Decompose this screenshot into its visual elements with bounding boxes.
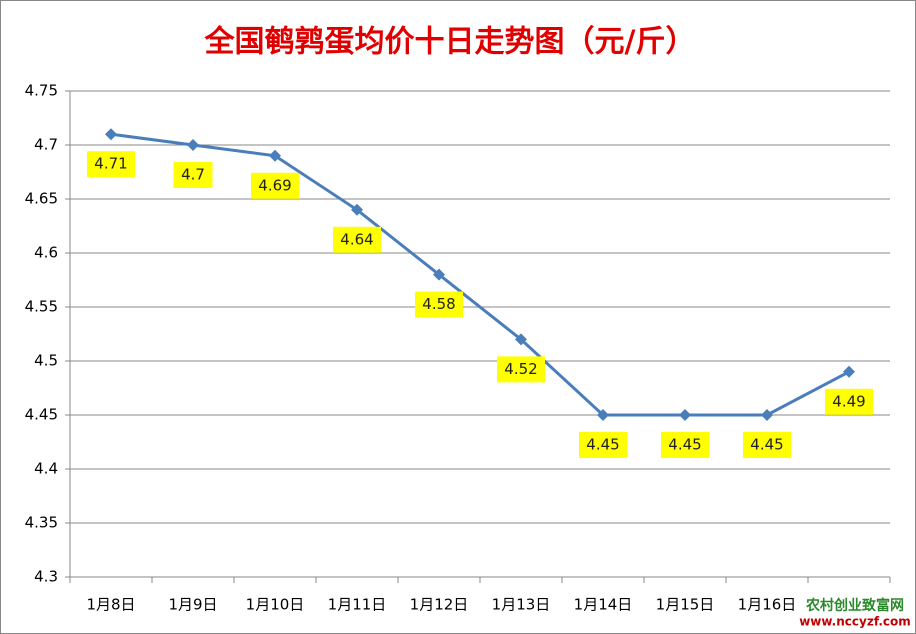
- y-tick-label: 4.65: [25, 190, 58, 208]
- watermark: 农村创业致富网: [805, 597, 904, 614]
- label-box: [333, 226, 381, 253]
- watermark: www.nccyzf.com: [799, 615, 911, 629]
- marker: [679, 409, 691, 421]
- marker: [843, 365, 855, 378]
- value-label: 4.45: [750, 436, 783, 454]
- marker: [515, 333, 527, 346]
- label-box: [579, 432, 627, 458]
- value-label: 4.45: [668, 436, 701, 454]
- label-box: [415, 291, 463, 318]
- x-tick-label: 1月12日: [410, 596, 469, 614]
- marker: [433, 268, 445, 281]
- x-tick-label: 1月16日: [738, 596, 797, 614]
- label-box: [825, 388, 873, 415]
- value-label: 4.52: [504, 360, 537, 378]
- value-label: 4.45: [586, 436, 619, 454]
- x-tick-label: 1月13日: [492, 596, 551, 614]
- chart-title: 全国鹌鹑蛋均价十日走势图（元/斤）: [204, 25, 696, 60]
- x-tick-label: 1月11日: [328, 596, 387, 614]
- y-tick-label: 4.45: [25, 406, 58, 424]
- marker: [105, 128, 117, 141]
- y-tick-label: 4.4: [34, 460, 58, 478]
- marker: [761, 409, 773, 421]
- label-box: [743, 432, 791, 458]
- label-box: [87, 151, 135, 178]
- marker: [351, 203, 363, 216]
- y-tick-label: 4.3: [34, 568, 58, 586]
- label-box: [661, 432, 709, 458]
- x-tick-label: 1月8日: [86, 596, 135, 614]
- line: [110, 132, 850, 417]
- y-tick-label: 4.6: [34, 244, 58, 262]
- value-label: 4.58: [422, 295, 455, 313]
- marker: [269, 149, 281, 162]
- value-label: 4.64: [340, 230, 373, 248]
- label-box: [497, 356, 545, 383]
- marker: [597, 409, 609, 421]
- y-tick-label: 4.7: [34, 136, 58, 154]
- x-tick-label: 1月15日: [656, 596, 715, 614]
- marker: [187, 139, 199, 151]
- value-label: 4.49: [832, 392, 865, 410]
- watermark-bg: [800, 596, 910, 630]
- y-tick-label: 4.75: [25, 82, 58, 100]
- x-tick-label: 1月10日: [246, 596, 305, 614]
- label-box: [251, 172, 299, 199]
- y-tick-label: 4.35: [25, 514, 58, 532]
- x-tick-label: 1月14日: [574, 596, 633, 614]
- value-label: 4.71: [94, 155, 127, 173]
- value-label: 4.69: [258, 176, 291, 194]
- y-tick-label: 4.55: [25, 298, 58, 316]
- y-tick-label: 4.5: [34, 352, 58, 370]
- x-tick-label: 1月9日: [168, 596, 217, 614]
- value-label: 4.7: [181, 166, 205, 184]
- label-box: [173, 162, 213, 188]
